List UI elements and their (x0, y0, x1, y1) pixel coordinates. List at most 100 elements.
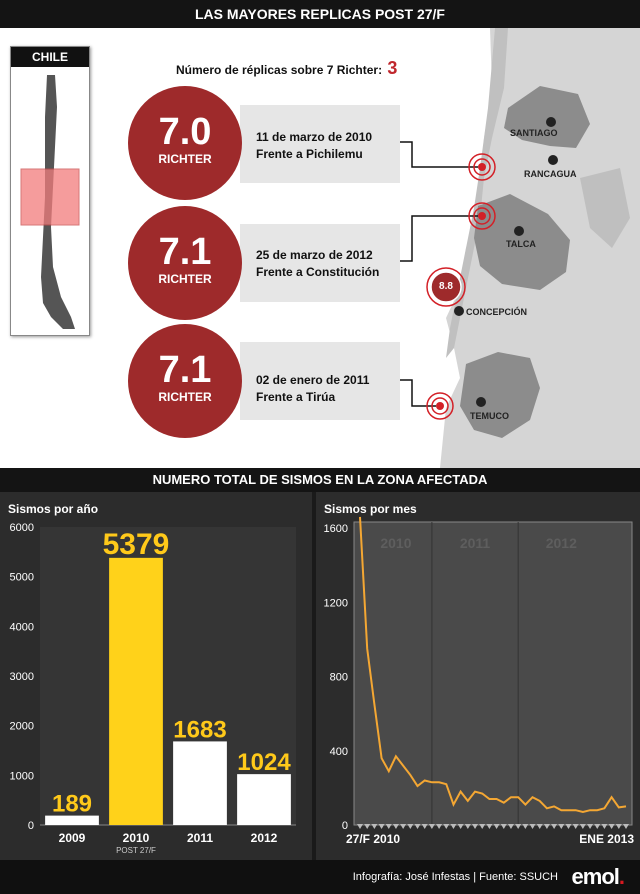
magnitude-value: 7.0 (158, 111, 212, 153)
city-temuco: TEMUCO (470, 411, 509, 421)
section-title: NUMERO TOTAL DE SISMOS EN LA ZONA AFECTA… (0, 468, 640, 492)
x-tick-mark (400, 824, 407, 829)
x-tick-mark (479, 824, 486, 829)
y-tick-label: 3000 (10, 671, 34, 683)
emol-logo-dot: . (618, 864, 625, 889)
x-tick-mark (536, 824, 543, 829)
x-tick-mark (551, 824, 558, 829)
x-tick-mark (378, 824, 385, 829)
x-tick-mark (601, 824, 608, 829)
main-quake-magnitude: 8.8 (439, 281, 453, 292)
x-tick-mark (428, 824, 435, 829)
yearly-chart-title: Sismos por año (8, 502, 99, 516)
x-category-label: 2011 (187, 831, 213, 845)
y-tick-label: 5000 (10, 572, 34, 584)
eq-date: 25 de marzo de 2012 (256, 248, 373, 262)
eq-info-1: 11 de marzo de 2010 Frente a Pichilemu (256, 129, 372, 163)
y-tick-label: 1000 (10, 770, 34, 782)
x-tick-mark (436, 824, 443, 829)
x-tick-mark (486, 824, 493, 829)
magnitude-unit: RICHTER (158, 152, 212, 166)
epicenter-marker-2 (468, 202, 496, 230)
x-tick-mark (500, 824, 507, 829)
x-tick-mark (565, 824, 572, 829)
eq-info-2: 25 de marzo de 2012 Frente a Constitució… (256, 247, 379, 281)
x-tick-mark (529, 824, 536, 829)
x-tick-mark (522, 824, 529, 829)
replicas-section: CHILE Número de réplicas sobre 7 Richter… (0, 28, 640, 468)
x-tick-mark (472, 824, 479, 829)
epicenter-marker-1 (468, 153, 496, 181)
chile-inset-label: CHILE (11, 47, 89, 67)
y-tick-label: 4000 (10, 621, 34, 633)
x-tick-mark (392, 824, 399, 829)
x-tick-mark (357, 824, 363, 829)
monthly-chart-title: Sismos por mes (324, 502, 417, 516)
eq-info-3: 02 de enero de 2011 Frente a Tirúa (256, 372, 369, 406)
y-tick-label: 400 (330, 746, 348, 758)
x-end-label: ENE 2013 (579, 832, 634, 846)
x-tick-mark (507, 824, 514, 829)
city-dot-concepcion (454, 306, 464, 316)
x-tick-mark (493, 824, 500, 829)
eq-band-3 (240, 342, 400, 420)
city-dot-talca (514, 226, 524, 236)
city-rancagua: RANCAGUA (524, 169, 577, 179)
x-category-label: 2009 (59, 831, 86, 845)
city-talca: TALCA (506, 239, 536, 249)
y-tick-label: 2000 (10, 721, 34, 733)
x-start-label: 27/F 2010 (346, 832, 400, 846)
x-category-label: 2010 (123, 831, 150, 845)
x-tick-mark (594, 824, 601, 829)
year-band-label: 2012 (546, 535, 577, 551)
magnitude-value: 7.1 (158, 231, 212, 273)
city-dot-rancagua (548, 155, 558, 165)
x-tick-mark (414, 824, 421, 829)
bar-2010 (109, 557, 163, 825)
year-band-label: 2011 (460, 535, 491, 551)
yearly-bar-chart: 0 1000 2000 3000 4000 5000 6000 189 2009 5379 2010… (10, 522, 296, 855)
x-tick-mark (579, 824, 586, 829)
replicas-summary-label: Número de réplicas sobre 7 Richter: (176, 63, 383, 77)
epicenter-marker-3 (426, 392, 454, 420)
bar-2009 (45, 815, 99, 825)
y-tick-label: 0 (28, 820, 34, 832)
eq-place: Frente a Constitución (256, 265, 380, 279)
city-dot-temuco (476, 397, 486, 407)
bar-2012 (237, 774, 291, 825)
replicas-count: 3 (387, 58, 398, 78)
magnitude-circle-1: 7.0 RICHTER (128, 86, 242, 200)
x-category-label: 2012 (251, 831, 278, 845)
x-tick-mark (421, 824, 428, 829)
year-band-label: 2010 (380, 535, 411, 551)
series-line (359, 516, 627, 814)
chile-inset: CHILE (10, 46, 90, 336)
emol-logo: emol. (572, 864, 626, 890)
city-dot-santiago (546, 117, 556, 127)
monthly-chart-panel: Sismos por mes 2010 2011 2012 0 400 800 1200 16… (316, 492, 640, 860)
x-tick-mark (371, 824, 378, 829)
replicas-summary: Número de réplicas sobre 7 Richter: 3 (176, 58, 397, 79)
bar-value-label: 5379 (103, 528, 170, 561)
bar-2011 (173, 741, 227, 825)
city-santiago: SANTIAGO (510, 128, 558, 138)
monthly-line-chart: 2010 2011 2012 0 400 800 1200 1600 27/F 2010 ENE … (324, 516, 634, 846)
eq-date: 02 de enero de 2011 (256, 373, 370, 387)
magnitude-unit: RICHTER (158, 272, 212, 286)
x-tick-mark (623, 824, 629, 829)
magnitude-circle-3: 7.1 RICHTER (128, 324, 242, 438)
x-tick-mark (515, 824, 522, 829)
eq-band-2 (240, 224, 400, 302)
x-tick-mark (407, 824, 414, 829)
x-tick-mark (443, 824, 450, 829)
magnitude-unit: RICHTER (158, 390, 212, 404)
charts-section: Sismos por año 0 1000 2000 3000 4000 5000 6000… (0, 492, 640, 860)
x-tick-mark (464, 824, 471, 829)
y-tick-label: 0 (342, 820, 348, 832)
eq-band-1 (240, 105, 400, 183)
x-tick-mark (608, 824, 615, 829)
eq-place: Frente a Tirúa (256, 390, 336, 404)
x-category-sublabel: POST 27/F (116, 846, 156, 855)
chile-outline (20, 75, 80, 329)
bar-value-label: 1683 (173, 716, 226, 743)
